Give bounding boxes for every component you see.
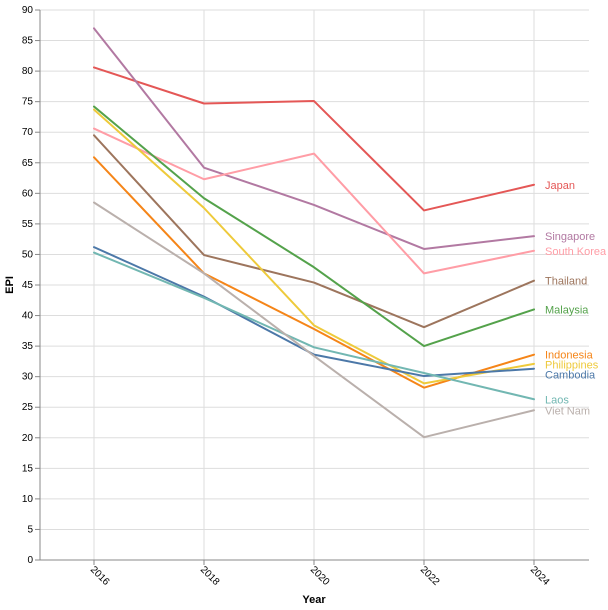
series-label-south-korea: South Korea — [545, 246, 607, 258]
series-lines — [93, 27, 535, 439]
y-tick-label: 80 — [22, 66, 34, 77]
series-label-philippines: Philippines — [545, 360, 599, 372]
x-tick-label: 2020 — [308, 564, 332, 588]
series-line-laos — [93, 251, 535, 401]
y-tick-label: 65 — [22, 158, 34, 169]
x-axis-title: Year — [302, 594, 326, 606]
x-tick-label: 2016 — [88, 564, 112, 588]
y-tick-label: 50 — [22, 249, 34, 260]
series-line-malaysia — [93, 105, 535, 348]
y-tick-label: 55 — [22, 219, 34, 230]
x-tick-label: 2022 — [418, 564, 442, 588]
y-axis-title: EPI — [4, 276, 16, 294]
series-label-cambodia: Cambodia — [545, 370, 596, 382]
y-tick-label: 75 — [22, 97, 34, 108]
series-label-malaysia: Malaysia — [545, 304, 589, 316]
y-tick-label: 85 — [22, 36, 34, 47]
series-label-indonesia: Indonesia — [545, 350, 594, 362]
series-label-japan: Japan — [545, 180, 575, 192]
series-labels: Japan Singapore South Korea Thailand Malaysi… — [545, 180, 607, 418]
series-line-south-korea — [93, 127, 535, 275]
series-label-laos: Laos — [545, 394, 569, 406]
y-tick-label: 15 — [22, 463, 34, 474]
x-tick-label: 2024 — [528, 564, 552, 588]
series-label-thailand: Thailand — [545, 276, 587, 288]
y-tick-label: 40 — [22, 311, 34, 322]
y-tick-label: 0 — [27, 555, 33, 566]
y-tick-label: 35 — [22, 341, 34, 352]
y-tick-label: 45 — [22, 280, 34, 291]
y-tick-label: 90 — [22, 5, 34, 16]
y-tick-label: 25 — [22, 402, 34, 413]
series-line-thailand — [93, 134, 535, 329]
grid-lines — [40, 9, 589, 561]
y-tick-label: 10 — [22, 494, 34, 505]
series-label-viet-nam: Viet Nam — [545, 405, 590, 417]
y-tick-label: 30 — [22, 372, 34, 383]
x-tick-label: 2018 — [198, 564, 222, 588]
y-tick-label: 60 — [22, 188, 34, 199]
y-tick-label: 5 — [27, 524, 33, 535]
series-label-singapore: Singapore — [545, 231, 595, 243]
y-tick-label: 70 — [22, 127, 34, 138]
x-axis: 2016 2018 2020 2022 2024 — [40, 559, 589, 588]
series-line-singapore — [93, 27, 535, 250]
series-line-viet-nam — [93, 201, 535, 439]
y-tick-label: 20 — [22, 433, 34, 444]
series-line-japan — [93, 66, 535, 212]
series-line-philippines — [93, 108, 535, 385]
y-axis: 0 5 10 15 20 25 30 35 40 45 50 55 60 65 70 75 80 85 90 — [22, 5, 41, 566]
